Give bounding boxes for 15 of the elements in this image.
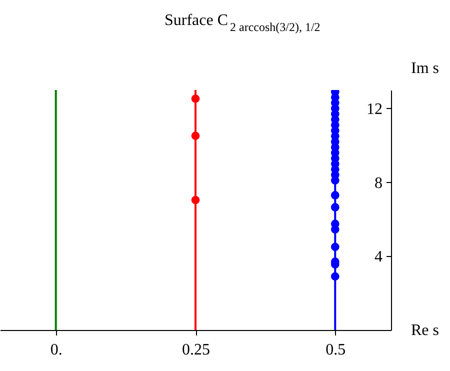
point bbox=[330, 203, 340, 212]
point bbox=[330, 242, 340, 252]
x-axis-title: Re s bbox=[411, 322, 439, 339]
point bbox=[330, 272, 340, 281]
x-tick-label: 0.5 bbox=[326, 342, 346, 358]
point bbox=[330, 191, 340, 200]
y-tick-label: 8 bbox=[374, 174, 382, 192]
point bbox=[191, 196, 200, 204]
x-tick-label: 0.25 bbox=[182, 342, 210, 358]
y-axis-title: Im s bbox=[411, 60, 439, 77]
point bbox=[191, 132, 200, 140]
y-tick-label: 12 bbox=[366, 100, 382, 118]
y-tick-label: 4 bbox=[374, 248, 382, 266]
point bbox=[191, 94, 200, 103]
x-tick-label: 0. bbox=[50, 342, 62, 358]
